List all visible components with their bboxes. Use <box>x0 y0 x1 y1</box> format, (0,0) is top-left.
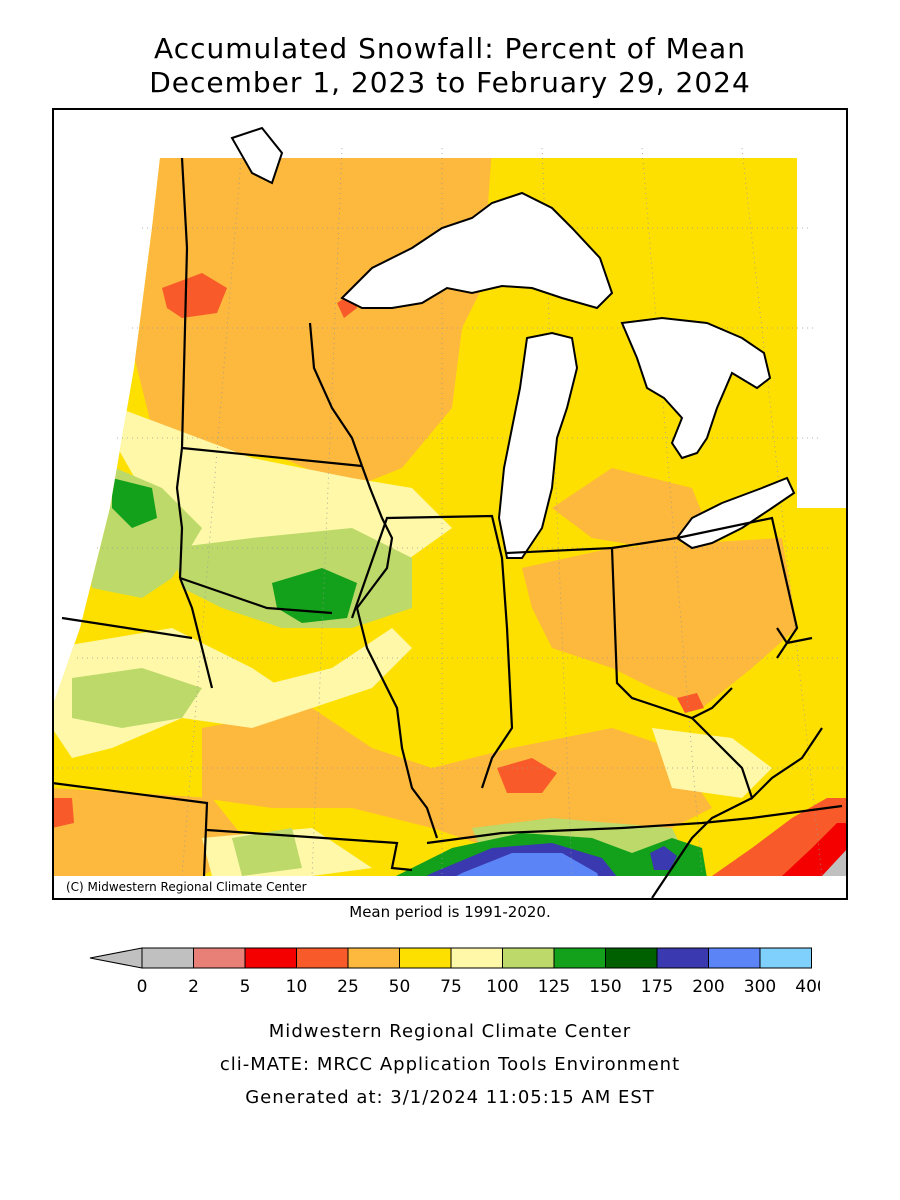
legend-tick-label: 25 <box>337 977 359 997</box>
legend-tick-label: 10 <box>286 977 308 997</box>
map-title-line2: December 1, 2023 to February 29, 2024 <box>149 66 751 99</box>
legend-tick-label: 0 <box>137 977 148 997</box>
footer-generated: Generated at: 3/1/2024 11:05:15 AM EST <box>245 1087 655 1108</box>
legend-tick-label: 125 <box>538 977 570 997</box>
legend-tick-label: 300 <box>744 977 776 997</box>
legend-tick-label: 100 <box>486 977 518 997</box>
legend-underflow-arrow <box>89 947 143 969</box>
legend-tick-label: 150 <box>589 977 621 997</box>
legend-tick-label: 50 <box>389 977 411 997</box>
state-boundaries <box>52 157 843 899</box>
footer-org: Midwestern Regional Climate Center <box>268 1021 632 1042</box>
map-frame <box>52 108 848 900</box>
legend-swatch <box>296 947 349 969</box>
legend-tick-label: 5 <box>240 977 251 997</box>
legend-tick-label: 175 <box>641 977 673 997</box>
copyright-credit: (C) Midwestern Regional Climate Center <box>62 880 311 894</box>
legend-tick-label: 2 <box>188 977 199 997</box>
color-legend: 02510255075100125150175200300400 <box>89 947 820 997</box>
snowfall-map <box>52 108 848 900</box>
legend-swatch <box>141 947 194 969</box>
legend-swatch <box>399 947 452 969</box>
mean-period-note: Mean period is 1991-2020. <box>349 903 551 921</box>
map-title-line1: Accumulated Snowfall: Percent of Mean <box>154 32 746 65</box>
legend-tick-label: 400 <box>795 977 820 997</box>
legend-tick-label: 75 <box>440 977 462 997</box>
footer-tool: cli-MATE: MRCC Application Tools Environ… <box>219 1054 681 1075</box>
legend-swatch <box>502 947 555 969</box>
legend-swatch <box>553 947 606 969</box>
legend-swatch <box>759 947 812 969</box>
legend-tick-label: 200 <box>692 977 724 997</box>
legend-swatch <box>193 947 246 969</box>
legend-swatch <box>656 947 709 969</box>
great-lakes <box>230 126 796 559</box>
legend-swatch <box>450 947 503 969</box>
legend-swatch <box>244 947 297 969</box>
legend-swatch <box>708 947 761 969</box>
legend-swatch <box>347 947 400 969</box>
legend-swatch <box>605 947 658 969</box>
